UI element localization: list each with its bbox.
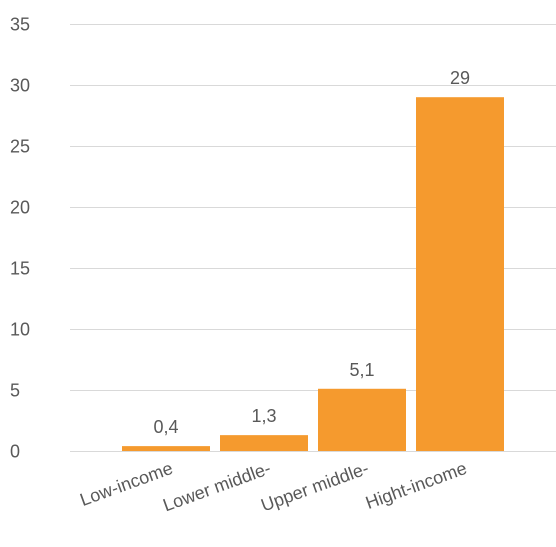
x-tick-label: Lower middle- [160,458,273,515]
bar [122,446,210,451]
bar [220,435,308,451]
bars [122,97,504,451]
y-tick-label: 5 [10,381,20,401]
data-label: 0,4 [153,417,178,437]
y-tick-label: 30 [10,76,30,96]
y-tick-label: 35 [10,15,30,35]
y-axis-ticks: 0 5 10 15 20 25 30 35 [10,15,30,462]
x-tick-label: Low-income [77,458,175,510]
y-tick-label: 20 [10,198,30,218]
bar [318,388,406,451]
y-tick-label: 15 [10,259,30,279]
y-tick-label: 0 [10,442,20,462]
bar [416,97,504,451]
gridlines [70,24,556,452]
x-tick-label: Upper middle- [258,458,371,515]
data-label: 5,1 [349,360,374,380]
data-label: 29 [450,68,470,88]
data-labels: 0,4 1,3 5,1 29 [153,68,470,437]
data-label: 1,3 [251,406,276,426]
y-tick-label: 25 [10,137,30,157]
x-tick-label: Hight-income [363,458,469,513]
y-tick-label: 10 [10,320,30,340]
